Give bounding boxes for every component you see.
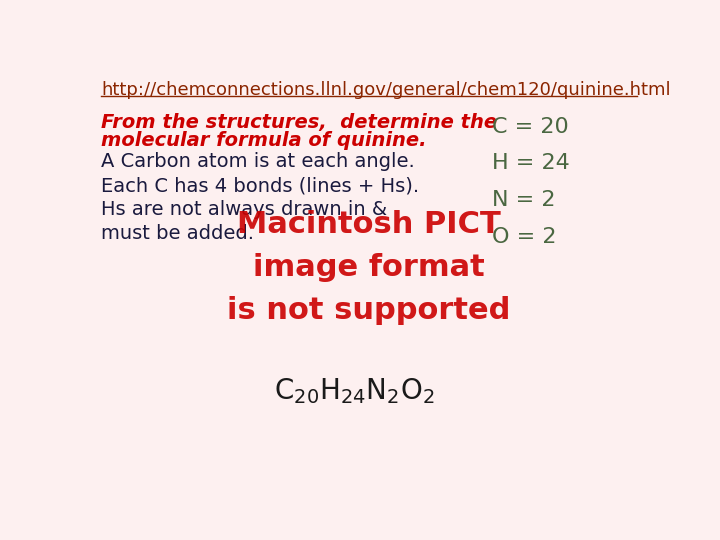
Text: must be added.: must be added. bbox=[101, 225, 254, 244]
Text: C = 20: C = 20 bbox=[492, 117, 569, 137]
Text: O = 2: O = 2 bbox=[492, 227, 557, 247]
Text: Hs are not always drawn in &: Hs are not always drawn in & bbox=[101, 200, 387, 219]
Text: A Carbon atom is at each angle.: A Carbon atom is at each angle. bbox=[101, 152, 415, 171]
Text: N = 2: N = 2 bbox=[492, 190, 555, 210]
Text: H = 24: H = 24 bbox=[492, 153, 570, 173]
Text: molecular formula of quinine.: molecular formula of quinine. bbox=[101, 131, 427, 150]
Text: Macintosh PICT
image format
is not supported: Macintosh PICT image format is not suppo… bbox=[228, 210, 510, 325]
Text: $\mathrm{C_{20}H_{24}N_{2}O_{2}}$: $\mathrm{C_{20}H_{24}N_{2}O_{2}}$ bbox=[274, 376, 435, 406]
Text: http://chemconnections.llnl.gov/general/chem120/quinine.html: http://chemconnections.llnl.gov/general/… bbox=[101, 82, 671, 99]
Text: Each C has 4 bonds (lines + Hs).: Each C has 4 bonds (lines + Hs). bbox=[101, 176, 419, 195]
Text: From the structures,  determine the: From the structures, determine the bbox=[101, 113, 498, 132]
